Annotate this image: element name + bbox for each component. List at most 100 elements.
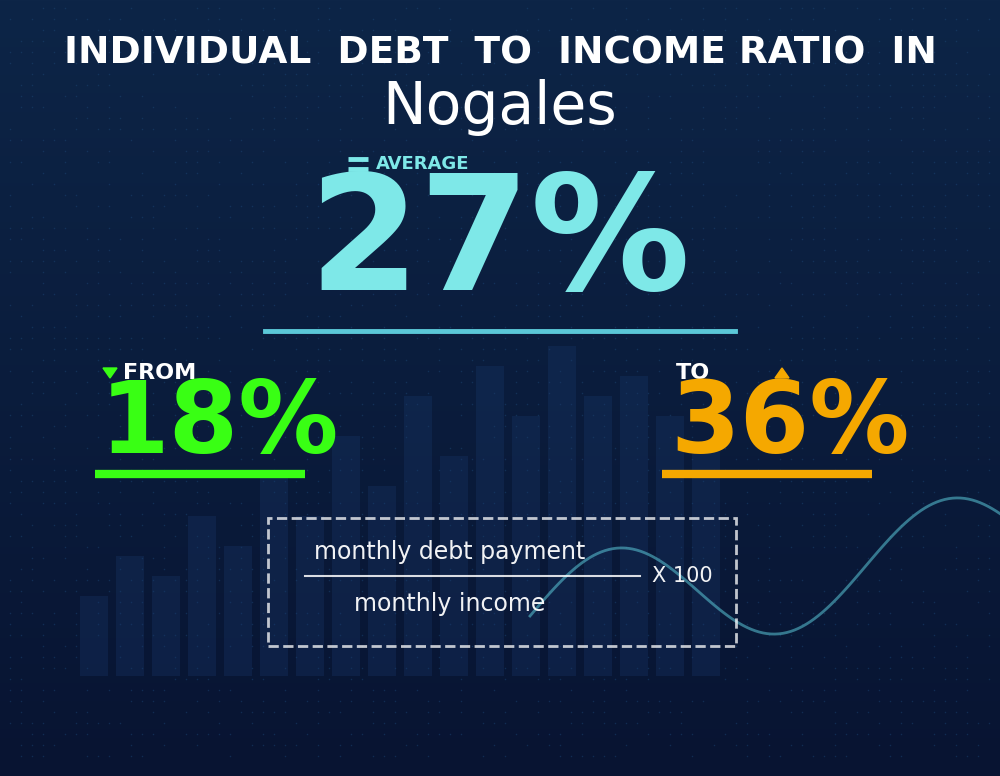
Point — [882, 12, 898, 25]
Point — [46, 420, 62, 432]
Point — [398, 398, 414, 411]
Point — [277, 376, 293, 388]
Point — [167, 398, 183, 411]
Point — [948, 12, 964, 25]
Point — [761, 739, 777, 751]
Point — [618, 299, 634, 311]
Point — [794, 695, 810, 707]
Point — [618, 442, 634, 454]
Point — [783, 651, 799, 663]
Point — [244, 629, 260, 641]
Point — [629, 343, 645, 355]
Point — [607, 442, 623, 454]
Point — [893, 706, 909, 719]
Point — [145, 452, 161, 465]
Point — [497, 420, 513, 432]
Point — [926, 607, 942, 619]
Point — [574, 409, 590, 421]
Point — [728, 573, 744, 586]
Point — [310, 332, 326, 345]
Point — [805, 607, 821, 619]
Point — [948, 750, 964, 762]
Point — [772, 376, 788, 388]
Point — [552, 365, 568, 377]
Point — [244, 530, 260, 542]
Point — [376, 585, 392, 598]
Point — [838, 376, 854, 388]
Point — [541, 343, 557, 355]
Point — [959, 288, 975, 300]
Point — [343, 728, 359, 740]
Point — [827, 46, 843, 58]
Point — [255, 145, 271, 158]
Point — [431, 639, 447, 652]
Point — [563, 320, 579, 333]
Point — [607, 233, 623, 245]
Point — [838, 255, 854, 267]
Point — [662, 431, 678, 443]
Point — [244, 673, 260, 685]
Point — [387, 684, 403, 696]
Point — [728, 739, 744, 751]
Point — [519, 563, 535, 575]
Point — [552, 277, 568, 289]
Point — [662, 90, 678, 102]
Point — [794, 629, 810, 641]
Point — [156, 442, 172, 454]
Point — [365, 695, 381, 707]
Point — [420, 386, 436, 399]
Point — [838, 266, 854, 279]
Point — [508, 728, 524, 740]
Point — [2, 46, 18, 58]
Point — [860, 199, 876, 212]
Point — [321, 310, 337, 322]
Point — [563, 750, 579, 762]
Point — [794, 376, 810, 388]
Point — [783, 386, 799, 399]
Point — [35, 35, 51, 47]
Point — [354, 24, 370, 36]
Point — [486, 233, 502, 245]
Point — [651, 244, 667, 256]
Point — [574, 310, 590, 322]
Point — [24, 101, 40, 113]
Point — [904, 189, 920, 201]
Point — [332, 79, 348, 92]
Point — [860, 508, 876, 520]
Point — [409, 573, 425, 586]
Point — [860, 211, 876, 223]
Point — [695, 189, 711, 201]
Point — [618, 573, 634, 586]
Point — [332, 464, 348, 476]
Point — [948, 68, 964, 80]
Point — [959, 189, 975, 201]
Point — [860, 156, 876, 168]
Point — [849, 79, 865, 92]
Point — [332, 695, 348, 707]
Point — [519, 244, 535, 256]
Point — [420, 57, 436, 69]
Point — [761, 112, 777, 124]
Point — [233, 79, 249, 92]
Point — [827, 607, 843, 619]
Point — [882, 79, 898, 92]
Point — [387, 695, 403, 707]
Point — [266, 277, 282, 289]
Point — [211, 211, 227, 223]
Point — [24, 452, 40, 465]
Point — [431, 508, 447, 520]
Point — [607, 365, 623, 377]
Point — [937, 2, 953, 14]
Point — [310, 651, 326, 663]
Point — [706, 310, 722, 322]
Point — [46, 464, 62, 476]
Point — [717, 199, 733, 212]
Point — [112, 651, 128, 663]
Point — [211, 607, 227, 619]
Point — [761, 12, 777, 25]
Point — [574, 57, 590, 69]
Point — [398, 739, 414, 751]
Point — [519, 79, 535, 92]
Point — [629, 596, 645, 608]
Point — [937, 354, 953, 366]
